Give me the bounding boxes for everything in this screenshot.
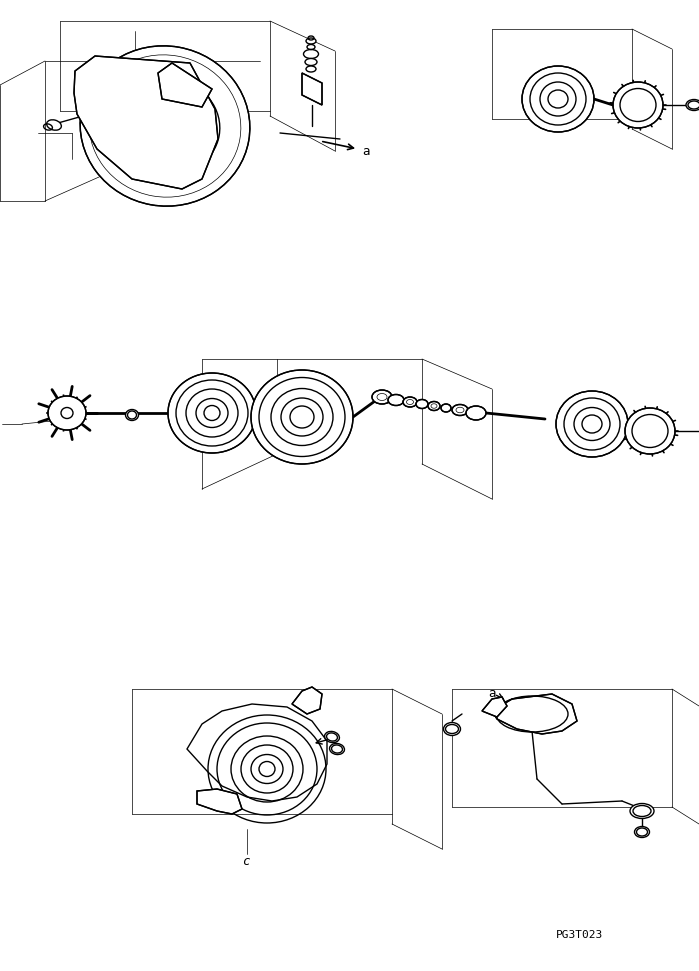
Text: c: c bbox=[242, 854, 250, 867]
Ellipse shape bbox=[630, 803, 654, 819]
Polygon shape bbox=[492, 694, 577, 734]
Polygon shape bbox=[302, 73, 322, 105]
Ellipse shape bbox=[625, 408, 675, 454]
Ellipse shape bbox=[443, 722, 461, 735]
Ellipse shape bbox=[306, 66, 316, 72]
Ellipse shape bbox=[441, 404, 451, 412]
Ellipse shape bbox=[303, 50, 319, 58]
Ellipse shape bbox=[126, 410, 138, 420]
Ellipse shape bbox=[635, 826, 649, 838]
Ellipse shape bbox=[582, 415, 602, 433]
Ellipse shape bbox=[556, 391, 628, 457]
Ellipse shape bbox=[168, 373, 256, 453]
Ellipse shape bbox=[329, 744, 345, 754]
Ellipse shape bbox=[80, 46, 250, 206]
Ellipse shape bbox=[372, 390, 392, 404]
Polygon shape bbox=[158, 63, 212, 107]
Ellipse shape bbox=[259, 761, 275, 777]
Ellipse shape bbox=[154, 116, 176, 136]
Ellipse shape bbox=[466, 406, 486, 420]
Polygon shape bbox=[197, 789, 242, 814]
Polygon shape bbox=[187, 704, 327, 801]
Ellipse shape bbox=[204, 406, 220, 420]
Text: a: a bbox=[362, 145, 370, 157]
Ellipse shape bbox=[290, 406, 314, 428]
Ellipse shape bbox=[452, 405, 468, 416]
Ellipse shape bbox=[548, 90, 568, 108]
Ellipse shape bbox=[48, 396, 86, 430]
Ellipse shape bbox=[305, 58, 317, 65]
Ellipse shape bbox=[251, 370, 353, 464]
Text: PG3T023: PG3T023 bbox=[556, 930, 603, 940]
Ellipse shape bbox=[416, 399, 428, 409]
Ellipse shape bbox=[388, 394, 404, 406]
Ellipse shape bbox=[306, 38, 316, 44]
Ellipse shape bbox=[403, 397, 417, 407]
Ellipse shape bbox=[61, 408, 73, 419]
Ellipse shape bbox=[686, 99, 699, 111]
Text: a: a bbox=[488, 686, 496, 699]
Ellipse shape bbox=[47, 119, 62, 130]
Ellipse shape bbox=[522, 66, 594, 132]
Polygon shape bbox=[74, 56, 218, 189]
Polygon shape bbox=[482, 697, 507, 717]
Polygon shape bbox=[292, 687, 322, 714]
Ellipse shape bbox=[613, 82, 663, 128]
Ellipse shape bbox=[428, 401, 440, 411]
Ellipse shape bbox=[324, 731, 340, 743]
